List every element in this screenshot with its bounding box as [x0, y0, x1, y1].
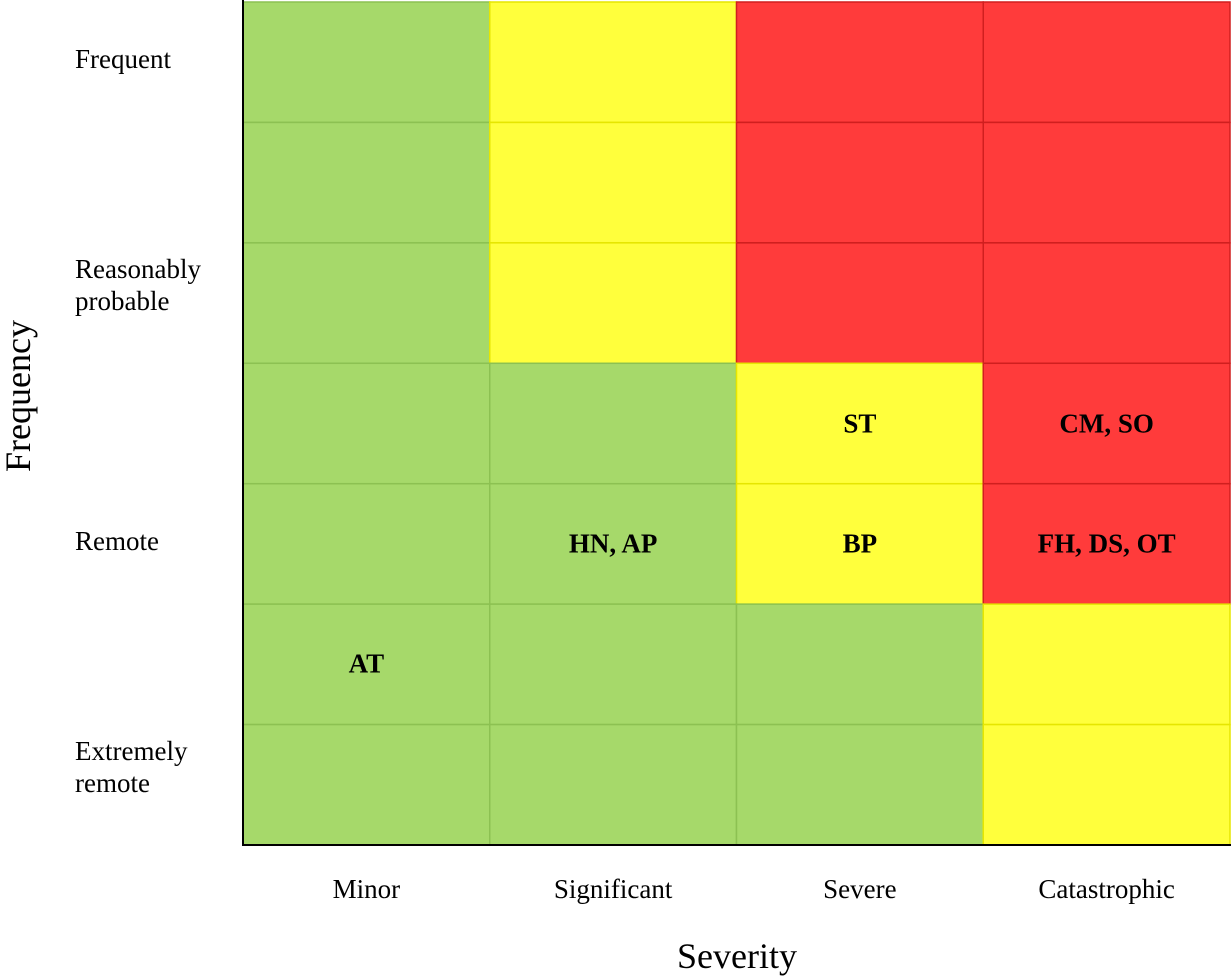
matrix-cell-r6-c3: [982, 723, 1231, 846]
row-label: Frequent: [75, 44, 171, 75]
matrix-cell-r0-c3: [982, 1, 1231, 124]
matrix-cell-r2-c2: [735, 242, 984, 365]
cell-hazard-label: CM, SO: [1059, 408, 1154, 438]
matrix-cell-r5-c3: [982, 603, 1231, 726]
matrix-cell-r6-c0: [242, 723, 491, 846]
matrix-cell-r1-c3: [982, 121, 1231, 244]
row-label: Remote: [75, 525, 159, 556]
matrix-cell-r5-c2: [735, 603, 984, 726]
matrix-cell-r1-c0: [242, 121, 491, 244]
column-label: Significant: [553, 874, 673, 904]
column-label: Severe: [823, 874, 897, 904]
matrix-cell-r0-c2: [735, 1, 984, 124]
matrix-cell-r5-c0: [242, 603, 491, 726]
row-label: Extremely remote: [75, 735, 188, 798]
matrix-cell-r4-c0: [242, 482, 491, 605]
matrix-cell-r6-c1: [489, 723, 738, 846]
matrix-cell-r2-c1: [489, 242, 738, 365]
cell-hazard-label: AT: [348, 648, 385, 679]
matrix-cell-r4-c2: [735, 482, 984, 605]
row-label: Reasonably probable: [75, 254, 201, 317]
cell-hazard-label: FH, DS, OT: [1037, 528, 1176, 559]
matrix-cell-r1-c2: [735, 121, 984, 244]
matrix-cell-r2-c0: [242, 242, 491, 365]
matrix-cell-r3-c0: [242, 362, 491, 485]
matrix-cell-r3-c1: [489, 362, 738, 485]
matrix-cell-r4-c1: [489, 482, 738, 605]
column-label: Catastrophic: [1038, 874, 1175, 904]
matrix-cell-r1-c1: [489, 121, 738, 244]
matrix-cell-r6-c2: [735, 723, 984, 846]
cell-hazard-label: HN, AP: [568, 528, 658, 559]
matrix-cell-r4-c3: [982, 482, 1231, 605]
matrix-cell-r3-c3: [982, 362, 1231, 485]
matrix-axes: [242, 0, 1231, 846]
matrix-cell-r2-c3: [982, 242, 1231, 365]
matrix-cell-r5-c1: [489, 603, 738, 726]
matrix-cell-r3-c2: [735, 362, 984, 485]
y-axis-label: Frequency: [0, 320, 38, 472]
cell-hazard-label: BP: [842, 528, 878, 559]
matrix-cell-r0-c0: [242, 1, 491, 124]
cell-hazard-label: ST: [843, 408, 877, 438]
matrix-cell-r0-c1: [489, 1, 738, 124]
column-label: Minor: [332, 874, 401, 904]
x-axis-label: Severity: [677, 936, 797, 976]
matrix-cells: [242, 1, 1231, 846]
